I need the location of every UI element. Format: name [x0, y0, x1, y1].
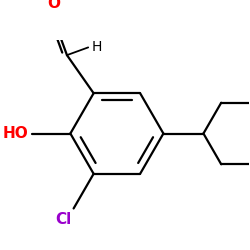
Text: O: O [47, 0, 60, 11]
Text: H: H [92, 40, 102, 54]
Text: HO: HO [3, 126, 29, 141]
Text: Cl: Cl [55, 212, 71, 227]
